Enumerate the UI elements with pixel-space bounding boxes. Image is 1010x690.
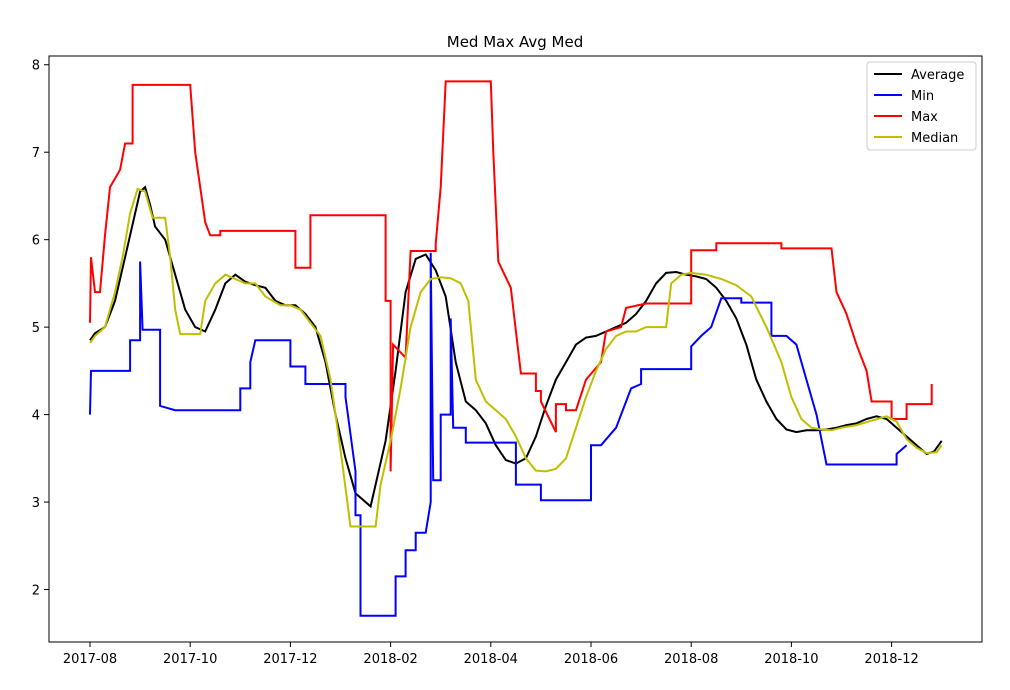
series-line-max: [89, 80, 933, 472]
legend-label-median: Median: [911, 131, 958, 146]
legend-label-average: Average: [911, 68, 964, 83]
series-line-average: [89, 185, 943, 509]
legend-label-min: Min: [911, 89, 934, 104]
series-line-min: [89, 252, 908, 617]
y-tick-label: 7: [32, 146, 40, 161]
x-tick-label: 2017-10: [163, 652, 217, 667]
x-tick-label: 2017-12: [263, 652, 317, 667]
x-tick-label: 2017-08: [63, 652, 117, 667]
x-tick-label: 2018-10: [764, 652, 818, 667]
y-tick-label: 8: [32, 59, 40, 74]
x-tick-label: 2018-06: [564, 652, 618, 667]
legend-box: [866, 61, 977, 151]
series-layer: [89, 80, 943, 617]
series-line-median: [89, 187, 943, 528]
legend-label-max: Max: [911, 110, 938, 125]
y-tick-label: 2: [32, 584, 40, 599]
x-tick-label: 2018-04: [464, 652, 518, 667]
x-tick-label: 2018-08: [664, 652, 718, 667]
x-tick-label: 2018-02: [363, 652, 417, 667]
legend: Average Min Max Median: [866, 61, 977, 151]
y-axis: 2 3 4 5 6 7 8: [32, 59, 49, 599]
y-tick-label: 5: [32, 321, 40, 336]
y-tick-label: 3: [32, 496, 40, 511]
x-axis: 2017-08 2017-10 2017-12 2018-02 2018-04 2018-…: [63, 642, 919, 667]
y-tick-label: 4: [32, 409, 40, 424]
y-tick-label: 6: [32, 234, 40, 249]
chart-title: Med Max Avg Med: [447, 33, 583, 51]
x-tick-label: 2018-12: [864, 652, 918, 667]
plot-area-frame: [48, 55, 983, 643]
